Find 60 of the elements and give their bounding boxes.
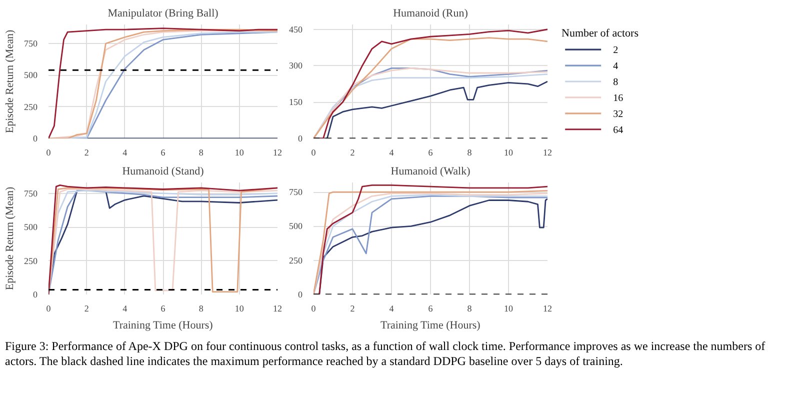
legend-label: 16: [613, 92, 624, 104]
y-tick-label: 750: [289, 187, 303, 198]
y-tick-label: 0: [298, 290, 303, 300]
x-tick-label: 6: [428, 148, 434, 158]
y-tick-label: 250: [289, 255, 303, 266]
x-tick-label: 0: [311, 148, 316, 158]
y-tick-label: 750: [24, 188, 38, 198]
x-tick-label: 12: [543, 304, 552, 314]
y-tick-label: 450: [289, 24, 303, 34]
x-tick-label: 12: [543, 148, 552, 158]
x-tick-label: 2: [350, 148, 355, 158]
x-tick-label: 10: [234, 148, 244, 158]
y-axis-title: Episode Return (Mean): [4, 30, 16, 134]
x-tick-label: 10: [504, 148, 514, 158]
y-tick-label: 300: [289, 60, 303, 71]
x-tick-label: 2: [350, 304, 355, 314]
y-tick-label: 250: [24, 256, 38, 266]
x-tick-label: 8: [198, 148, 204, 158]
y-tick-label: 250: [24, 102, 38, 112]
x-tick-label: 4: [122, 304, 128, 314]
x-tick-label: 6: [160, 304, 166, 314]
legend-title: Number of actors: [562, 28, 638, 40]
x-tick-label: 4: [389, 148, 394, 158]
x-tick-label: 2: [84, 304, 89, 314]
x-axis-title: Training Time (Hours): [380, 320, 481, 332]
x-tick-label: 12: [273, 148, 282, 158]
chart-title: Humanoid (Stand): [122, 166, 204, 178]
chart-title: Manipulator (Bring Ball): [108, 8, 219, 20]
x-tick-label: 4: [122, 148, 128, 158]
y-tick-label: 500: [289, 221, 303, 232]
x-tick-label: 8: [467, 148, 472, 158]
legend-label: 2: [613, 45, 618, 56]
chart-title: Humanoid (Walk): [390, 166, 471, 178]
y-tick-label: 0: [298, 134, 303, 144]
x-tick-label: 0: [46, 148, 52, 158]
x-tick-label: 0: [311, 304, 316, 314]
chart-title: Humanoid (Run): [393, 8, 468, 20]
x-tick-label: 6: [160, 148, 166, 158]
legend-label: 32: [613, 108, 624, 120]
legend-label: 8: [613, 77, 618, 88]
x-tick-label: 10: [234, 304, 244, 314]
y-axis-title: Episode Return (Mean): [4, 186, 16, 290]
caption: Figure 3: Performance of Ape-X DPG on four continuous control tasks, as a function of wall clock time. Performance improves as we increase the numbers of actors. The black dashed line indicates the maximum performance reached by a standard DDPG baseline over 5 days of training.: [5, 339, 766, 369]
y-tick-label: 150: [289, 97, 303, 108]
x-tick-label: 4: [389, 304, 394, 314]
x-tick-label: 12: [273, 304, 282, 314]
legend-label: 64: [613, 124, 624, 136]
y-tick-label: 0: [33, 134, 38, 144]
x-tick-label: 2: [84, 148, 89, 158]
y-tick-label: 500: [24, 70, 38, 80]
x-tick-label: 10: [504, 304, 514, 314]
x-tick-label: 6: [428, 304, 434, 314]
x-tick-label: 8: [198, 304, 204, 314]
y-tick-label: 500: [24, 222, 38, 232]
legend-label: 4: [613, 61, 618, 72]
x-axis-title: Training Time (Hours): [112, 320, 214, 332]
x-tick-label: 8: [467, 304, 472, 314]
x-tick-label: 0: [46, 304, 52, 314]
y-tick-label: 750: [24, 38, 38, 48]
y-tick-label: 0: [33, 290, 38, 300]
